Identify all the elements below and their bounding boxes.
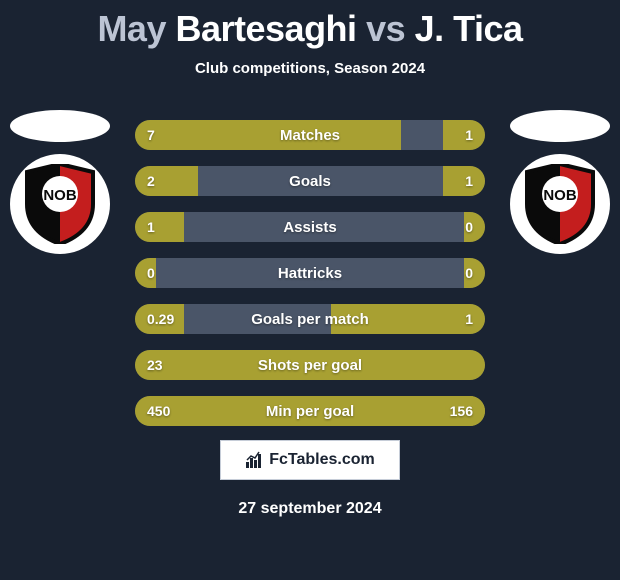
page-title: May Bartesaghi vs J. Tica	[0, 0, 620, 50]
stat-label: Goals per match	[135, 304, 485, 334]
stat-value-right: 1	[465, 304, 473, 334]
stat-row: 1Assists0	[135, 212, 485, 242]
stat-row: 0.29Goals per match1	[135, 304, 485, 334]
player1-silhouette	[10, 110, 110, 142]
player1-avatar-box: NOB	[0, 110, 120, 266]
stat-label: Hattricks	[135, 258, 485, 288]
stat-row: 23Shots per goal	[135, 350, 485, 380]
subtitle: Club competitions, Season 2024	[0, 60, 620, 77]
nob-shield-icon: NOB	[25, 164, 95, 244]
stat-row: 2Goals1	[135, 166, 485, 196]
svg-text:NOB: NOB	[43, 187, 77, 204]
chart-icon	[245, 451, 263, 469]
stat-row: 7Matches1	[135, 120, 485, 150]
player1-club-logo: NOB	[10, 154, 110, 254]
fctables-text: FcTables.com	[269, 451, 375, 469]
stat-value-right: 156	[450, 396, 473, 426]
stat-label: Assists	[135, 212, 485, 242]
fctables-badge: FcTables.com	[220, 440, 400, 480]
player1-first: May	[97, 8, 166, 49]
stat-row: 0Hattricks0	[135, 258, 485, 288]
nob-shield-icon: NOB	[525, 164, 595, 244]
stat-label: Shots per goal	[135, 350, 485, 380]
date-text: 27 september 2024	[0, 500, 620, 518]
stat-value-right: 0	[465, 212, 473, 242]
player2-club-logo: NOB	[510, 154, 610, 254]
vs-text: vs	[366, 8, 405, 49]
stat-value-right: 1	[465, 120, 473, 150]
player2: J. Tica	[415, 8, 523, 49]
stat-label: Matches	[135, 120, 485, 150]
player1-last: Bartesaghi	[175, 8, 356, 49]
stat-value-right: 1	[465, 166, 473, 196]
stats-container: 7Matches12Goals11Assists00Hattricks00.29…	[135, 120, 485, 442]
svg-text:NOB: NOB	[543, 187, 577, 204]
stat-row: 450Min per goal156	[135, 396, 485, 426]
stat-label: Min per goal	[135, 396, 485, 426]
player2-avatar-box: NOB	[500, 110, 620, 266]
stat-value-right: 0	[465, 258, 473, 288]
player2-silhouette	[510, 110, 610, 142]
stat-label: Goals	[135, 166, 485, 196]
